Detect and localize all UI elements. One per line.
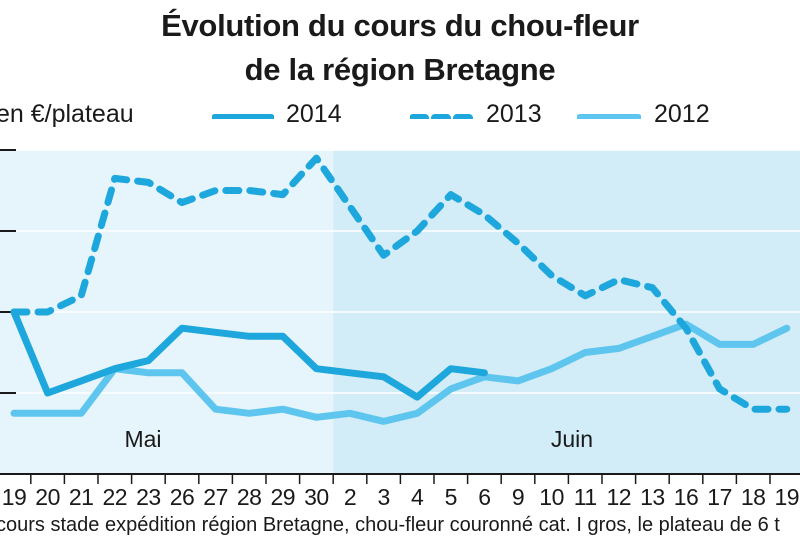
x-tick-label-7: 28 (237, 484, 262, 510)
x-tick-label-13: 5 (445, 484, 457, 510)
y-axis-unit-label: en €/plateau (0, 100, 134, 128)
chart-title: Évolution du cours du chou-fleur de la r… (0, 4, 800, 92)
x-tick-label-18: 12 (607, 484, 632, 510)
chart-title-line-2: de la région Bretagne (244, 52, 556, 87)
series-line-2013 (10, 154, 791, 413)
legend-label-2012: 2012 (654, 100, 710, 128)
x-tick-label-12: 4 (411, 484, 424, 510)
x-tick-label-10: 2 (344, 484, 356, 510)
legend-swatch-2012 (577, 114, 641, 119)
x-tick-label-14: 6 (478, 484, 490, 510)
legend-swatch-2013 (410, 114, 474, 119)
x-tick-label-11: 3 (377, 484, 389, 510)
month-label-juin: Juin (551, 426, 593, 452)
legend-label-2014: 2014 (286, 100, 342, 128)
x-tick-label-16: 10 (539, 484, 564, 510)
x-tick-label-15: 9 (512, 484, 524, 510)
chart-footnote: cours stade expédition région Bretagne, … (0, 514, 780, 536)
x-tick-label-2: 21 (69, 484, 94, 510)
month-label-mai: Mai (124, 426, 161, 452)
x-tick-label-21: 17 (707, 484, 732, 510)
legend-swatch-2014 (212, 114, 274, 119)
x-tick-label-6: 27 (203, 484, 228, 510)
x-tick-label-5: 26 (170, 484, 195, 510)
x-tick-label-17: 11 (574, 484, 597, 510)
x-tick-label-3: 22 (103, 484, 128, 510)
series-line-2012 (10, 320, 791, 425)
x-tick-label-1: 20 (35, 484, 60, 510)
x-tick-label-23: 19 (775, 484, 800, 510)
x-tick-label-9: 30 (304, 484, 329, 510)
chart-title-line-1: Évolution du cours du chou-fleur (161, 8, 639, 43)
x-tick-label-22: 18 (741, 484, 766, 510)
x-tick-label-20: 16 (674, 484, 699, 510)
x-tick-label-8: 29 (271, 484, 296, 510)
x-tick-label-4: 23 (136, 484, 161, 510)
x-tick-label-19: 13 (640, 484, 665, 510)
x-tick-label-0: 19 (2, 484, 27, 510)
legend-label-2013: 2013 (486, 100, 542, 128)
